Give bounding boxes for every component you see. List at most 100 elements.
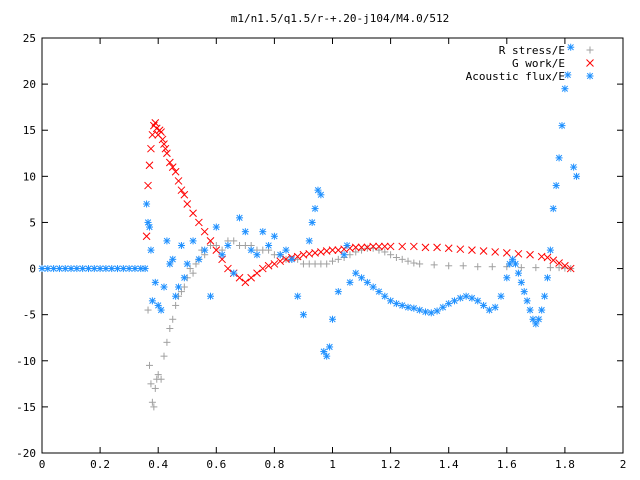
data-point <box>96 265 104 273</box>
data-point <box>157 375 165 383</box>
x-tick-label: 1.4 <box>439 458 459 471</box>
data-point <box>430 261 438 269</box>
data-point <box>172 292 180 300</box>
data-point <box>183 260 191 268</box>
data-point <box>398 255 406 263</box>
data-point <box>157 306 165 314</box>
data-point <box>151 384 159 392</box>
data-point <box>200 227 209 236</box>
x-tick-label: 1 <box>329 458 336 471</box>
data-point <box>258 264 267 273</box>
data-point <box>514 269 522 277</box>
data-point <box>276 251 284 259</box>
data-point <box>189 209 197 218</box>
data-point <box>480 301 488 309</box>
data-point <box>421 243 430 252</box>
data-point <box>541 292 549 300</box>
legend-label: R stress/E <box>499 44 565 57</box>
data-point <box>357 243 366 252</box>
data-point <box>166 325 174 332</box>
data-point <box>177 242 185 249</box>
data-point <box>567 43 575 51</box>
data-point <box>236 214 244 222</box>
legend-marker <box>586 59 594 67</box>
data-point <box>175 283 183 291</box>
data-point <box>143 200 151 208</box>
data-point <box>311 205 319 213</box>
data-point <box>517 264 525 272</box>
data-point <box>308 218 316 226</box>
data-point <box>352 269 360 277</box>
y-axis: 25 20 15 10 5 0 -5 -10 -15 -20 <box>16 32 623 460</box>
data-point <box>363 278 371 286</box>
data-point <box>230 269 238 277</box>
data-point <box>195 218 203 227</box>
data-point <box>145 361 153 369</box>
data-point <box>224 242 232 249</box>
data-point <box>294 292 302 300</box>
data-point <box>479 247 488 255</box>
data-point <box>506 260 514 268</box>
data-point <box>380 242 389 251</box>
data-point <box>573 172 581 180</box>
data-point <box>147 246 155 254</box>
data-point <box>180 274 188 282</box>
data-point <box>410 259 418 267</box>
data-point <box>160 140 168 148</box>
data-point <box>558 122 566 130</box>
data-point <box>282 246 290 254</box>
data-point <box>503 274 511 282</box>
data-point <box>570 163 578 171</box>
data-point <box>160 283 168 291</box>
x-axis: 0 0.2 0.4 0.6 0.8 1 1.2 1.4 1.6 1.8 2 <box>39 38 626 471</box>
data-point <box>270 232 278 240</box>
data-point <box>224 264 232 273</box>
data-point <box>168 163 177 171</box>
data-point <box>189 269 197 277</box>
data-point <box>299 311 307 319</box>
data-point <box>369 242 378 251</box>
data-point <box>212 246 221 254</box>
legend-marker <box>586 46 594 54</box>
data-point <box>334 255 342 263</box>
data-point <box>410 304 418 312</box>
data-point <box>381 248 389 256</box>
data-point <box>145 223 153 231</box>
data-point <box>538 306 546 314</box>
data-point <box>497 292 505 300</box>
data-point <box>488 263 496 271</box>
data-point <box>212 242 220 249</box>
data-point <box>502 249 511 257</box>
y-tick-label: 20 <box>23 78 36 91</box>
data-point <box>288 255 296 263</box>
data-point <box>230 237 238 245</box>
data-point <box>343 242 351 249</box>
data-point <box>206 237 215 245</box>
data-point <box>427 309 435 317</box>
data-point <box>526 306 534 314</box>
data-point <box>404 303 412 311</box>
data-point <box>375 288 383 296</box>
data-point <box>165 158 174 167</box>
data-point <box>546 264 554 272</box>
data-point <box>177 186 186 195</box>
data-point <box>144 181 152 190</box>
data-point <box>329 257 336 265</box>
data-point <box>514 249 523 258</box>
data-point <box>241 278 250 287</box>
data-point <box>334 288 342 296</box>
data-point <box>180 190 189 199</box>
data-point <box>253 269 261 278</box>
data-point <box>421 308 429 316</box>
data-point <box>174 177 183 185</box>
data-point <box>398 242 407 251</box>
data-point <box>163 237 171 245</box>
data-point <box>169 255 177 263</box>
data-point <box>433 307 441 315</box>
data-point <box>375 246 383 254</box>
chart-title: m1/n1.5/q1.5/r-+.20-j104/M4.0/512 <box>231 12 450 25</box>
data-point <box>144 218 152 226</box>
data-point <box>147 144 155 153</box>
